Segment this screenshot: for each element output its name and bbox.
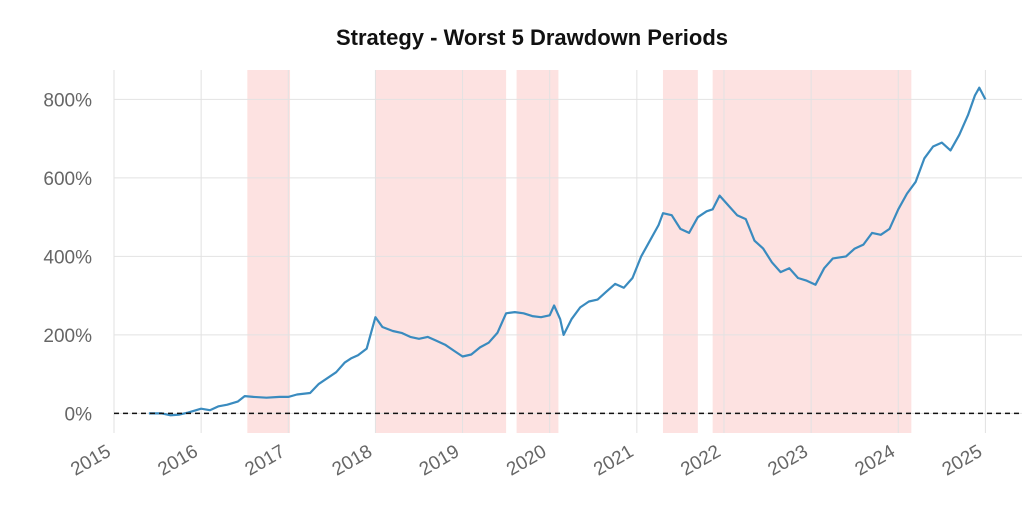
x-tick-label: 2023 <box>765 441 812 480</box>
drawdown-band-4 <box>662 70 698 433</box>
x-tick-label: 2022 <box>677 441 724 480</box>
y-axis-ticks: 0% 200% 400% 600% 800% <box>43 90 92 425</box>
drawdown-band-2 <box>375 70 507 433</box>
drawdown-band-1 <box>247 70 291 433</box>
y-tick-label: 400% <box>43 247 92 268</box>
grid-lines <box>113 70 1022 433</box>
x-tick-label: 2021 <box>590 441 637 480</box>
drawdown-bands <box>247 70 912 433</box>
x-tick-label: 2019 <box>416 441 463 480</box>
chart-title: Strategy - Worst 5 Drawdown Periods <box>336 25 728 50</box>
series-layer <box>148 86 987 417</box>
strategy-series-line <box>148 86 987 417</box>
x-tick-label: 2015 <box>67 441 114 480</box>
drawdown-band-3 <box>516 70 559 433</box>
x-tick-label: 2016 <box>155 441 202 480</box>
y-tick-label: 600% <box>43 169 92 190</box>
y-tick-label: 800% <box>43 90 92 111</box>
x-tick-label: 2020 <box>503 441 550 480</box>
y-tick-label: 0% <box>65 404 93 425</box>
x-tick-label: 2018 <box>329 441 376 480</box>
drawdown-band-5 <box>712 70 912 433</box>
x-tick-label: 2025 <box>939 441 986 480</box>
x-tick-label: 2017 <box>242 441 289 480</box>
x-axis-ticks: 2015 2016 2017 2018 2019 2020 2021 2022 2023 2024… <box>67 441 986 481</box>
x-tick-label: 2024 <box>852 441 899 481</box>
y-tick-label: 200% <box>43 326 92 347</box>
